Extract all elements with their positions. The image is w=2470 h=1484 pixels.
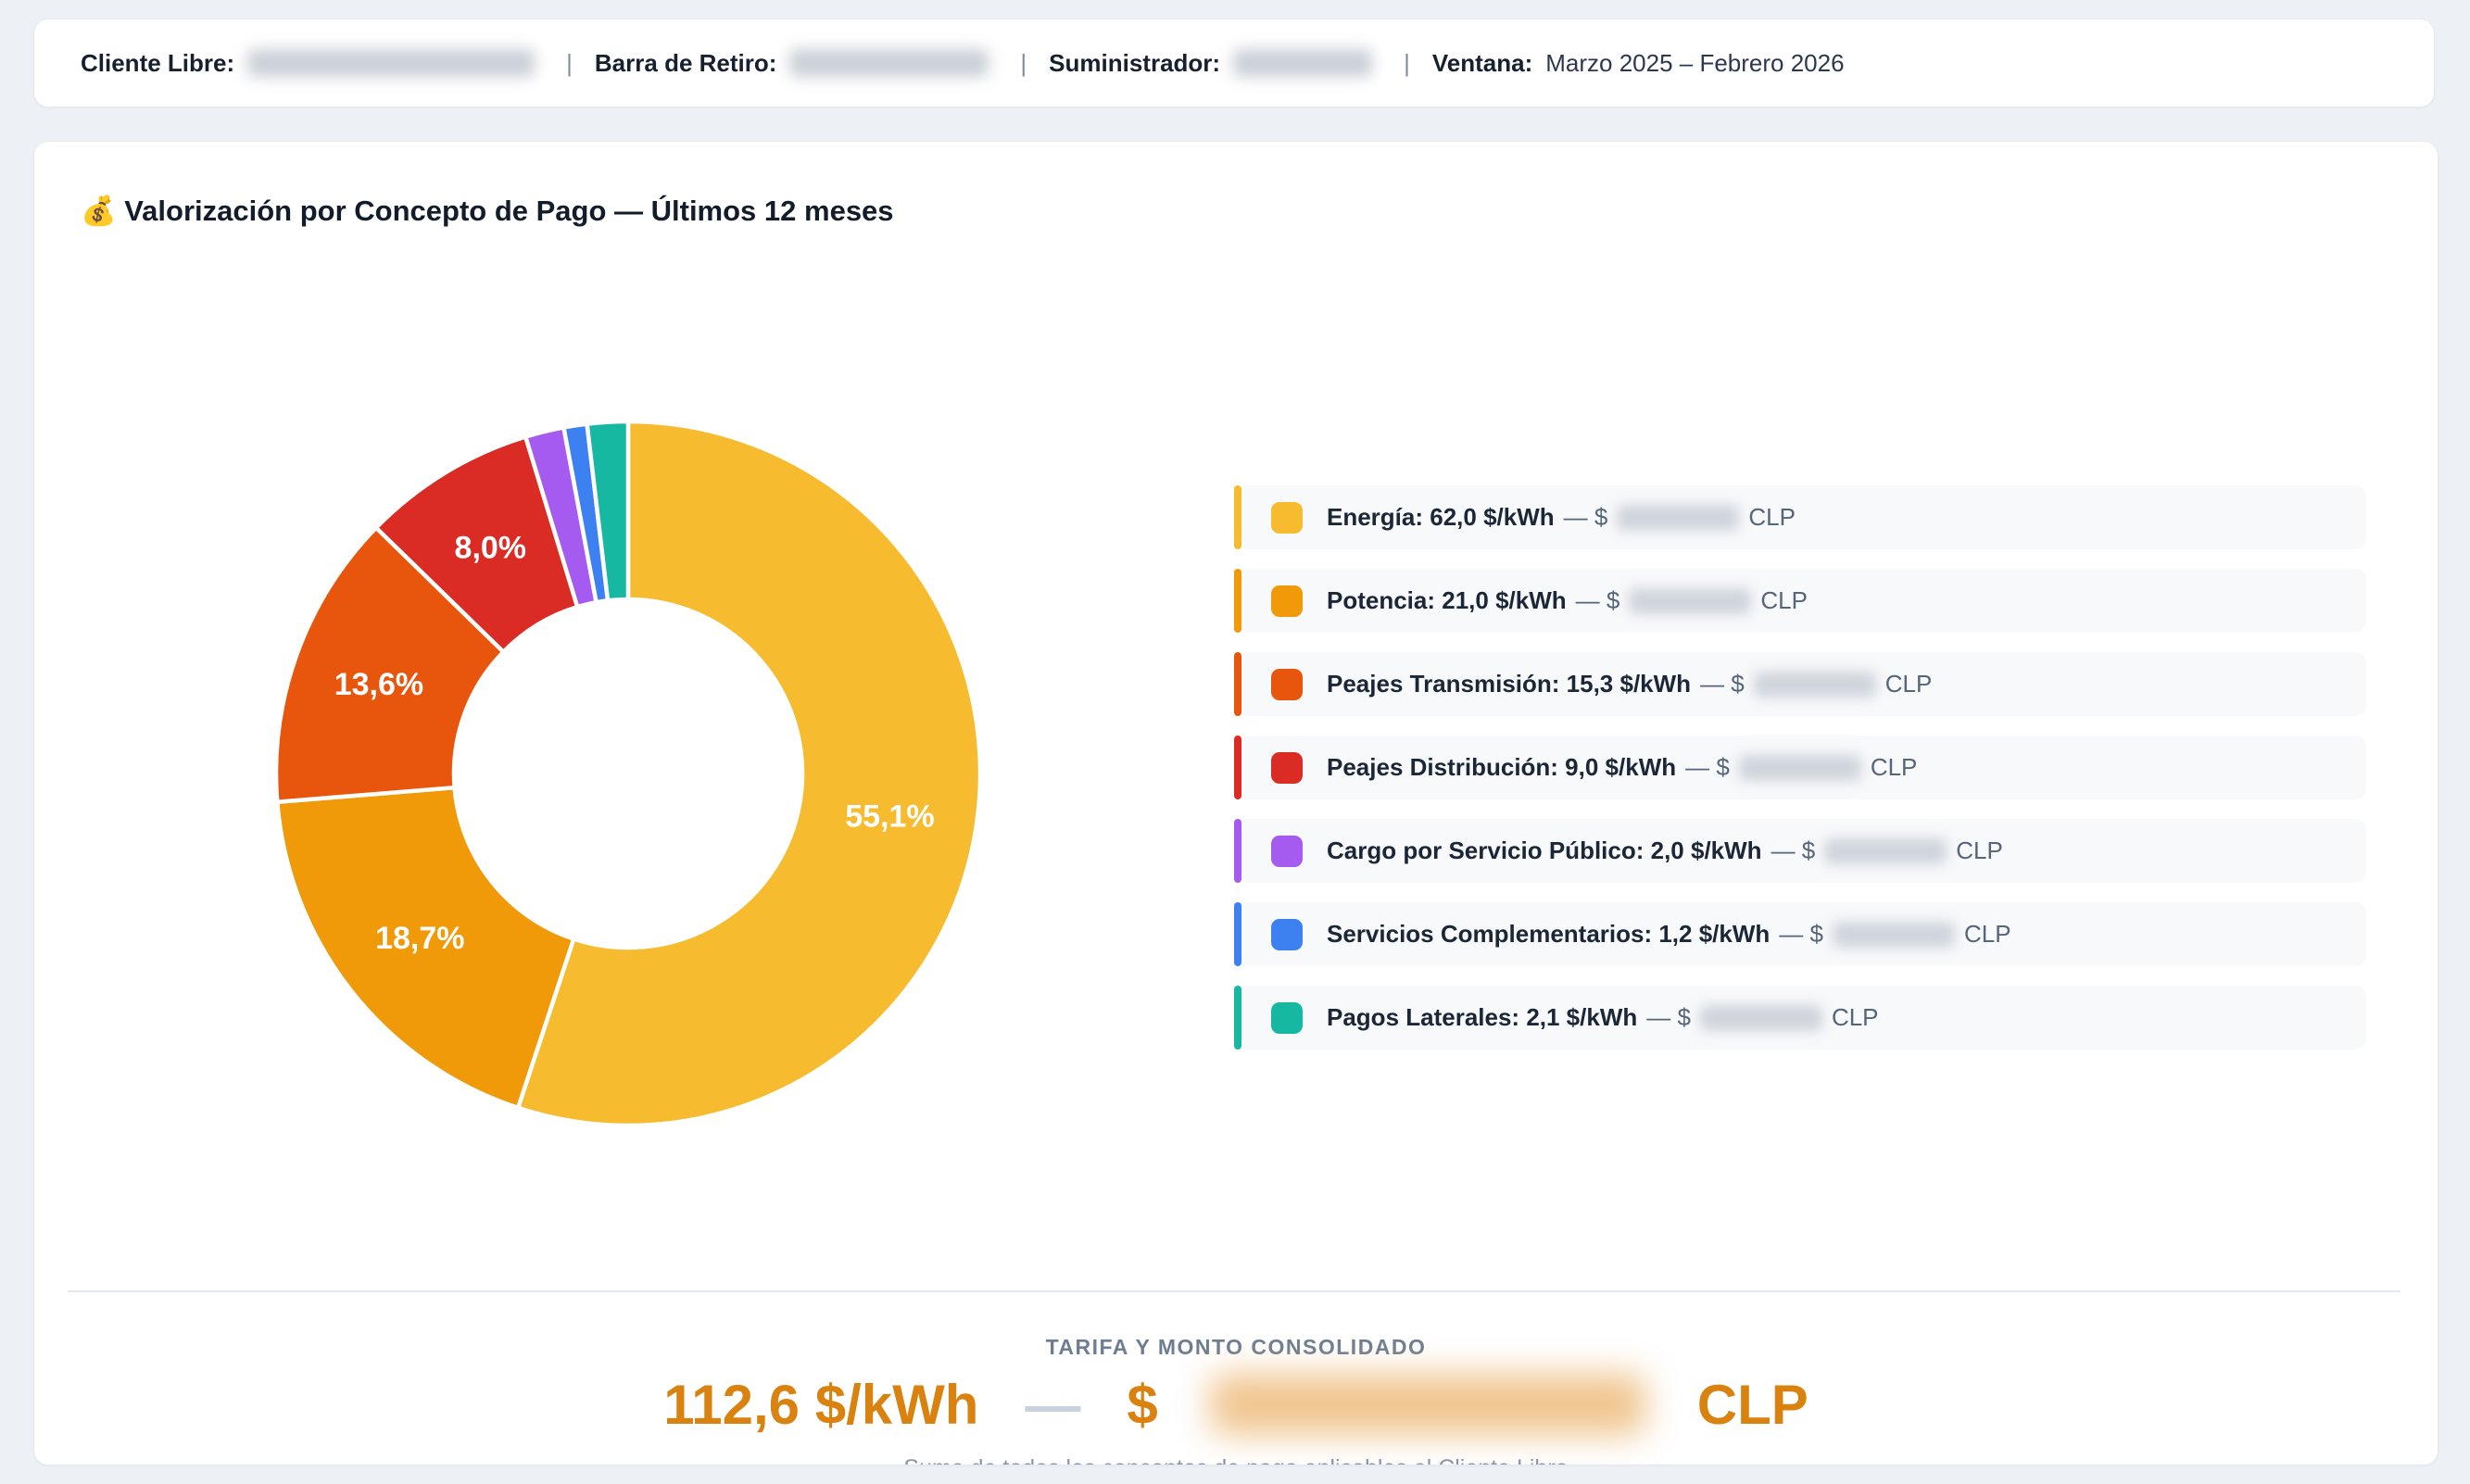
legend-joiner: — $ [1771, 836, 1816, 864]
legend-label: Peajes Distribución: 9,0 $/kWh [1327, 753, 1677, 781]
legend-joiner: — $ [1685, 753, 1730, 781]
legend-color-swatch [1271, 585, 1303, 617]
supplier-label: Suministrador: [1049, 48, 1221, 77]
redacted-amount [1832, 922, 1955, 948]
redacted-total-amount [1209, 1374, 1645, 1435]
currency-code: CLP [1696, 1373, 1808, 1436]
legend-joiner: — $ [1563, 503, 1608, 531]
legend-currency: CLP [1870, 753, 1918, 781]
redacted-amount [1699, 1005, 1822, 1031]
legend-currency: CLP [1831, 1003, 1879, 1031]
card-title: 💰 Valorización por Concepto de Pago — Úl… [81, 195, 894, 227]
redacted-bar-name [789, 49, 989, 77]
footnote: Suma de todos los conceptos de pago apli… [34, 1455, 2438, 1465]
slice-percent-label: 8,0% [455, 531, 527, 566]
donut-slice-2[interactable] [273, 525, 506, 804]
client-label: Cliente Libre: [81, 48, 235, 77]
donut-chart-area[interactable]: 55,1% 18,7% 13,6% 8,0% [272, 418, 984, 1129]
legend-currency: CLP [1748, 503, 1796, 531]
redacted-amount [1629, 588, 1752, 614]
currency-symbol: $ [1127, 1373, 1158, 1436]
donut-slice-6[interactable] [585, 419, 631, 603]
legend-label: Servicios Complementarios: 1,2 $/kWh [1327, 920, 1771, 948]
legend-item-2: Peajes Transmisión: 15,3 $/kWh — $ CLP [1234, 652, 2366, 716]
redacted-client-name [247, 49, 536, 77]
legend: Energía: 62,0 $/kWh — $ CLP Potencia: 21,0 … [1234, 485, 2366, 1050]
separator: | [566, 48, 573, 77]
withdrawal-bar-label: Barra de Retiro: [594, 48, 777, 77]
consolidated-label: TARIFA Y MONTO CONSOLIDADO [1045, 1335, 1427, 1359]
legend-item-3: Peajes Distribución: 9,0 $/kWh — $ CLP [1234, 736, 2366, 799]
window-value: Marzo 2025 – Febrero 2026 [1545, 48, 1845, 77]
legend-color-swatch [1271, 918, 1303, 950]
legend-color-swatch [1271, 751, 1303, 784]
legend-accent-bar [1234, 485, 1241, 549]
legend-color-swatch [1271, 1001, 1303, 1034]
legend-accent-bar [1234, 986, 1241, 1050]
legend-item-0: Energía: 62,0 $/kWh — $ CLP [1234, 485, 2366, 549]
legend-currency: CLP [1956, 836, 2003, 864]
legend-label: Energía: 62,0 $/kWh [1327, 503, 1555, 531]
consolidated-tariff: 112,6 $/kWh [663, 1373, 979, 1436]
slice-percent-label: 18,7% [375, 921, 464, 956]
legend-joiner: — $ [1700, 670, 1745, 698]
redacted-amount [1738, 755, 1861, 781]
legend-item-5: Servicios Complementarios: 1,2 $/kWh — $ C… [1234, 902, 2366, 966]
legend-accent-bar [1234, 902, 1241, 966]
legend-text: Cargo por Servicio Público: 2,0 $/kWh — $… [1327, 836, 2012, 865]
legend-text: Energía: 62,0 $/kWh — $ CLP [1327, 503, 1805, 532]
legend-text: Potencia: 21,0 $/kWh — $ CLP [1327, 586, 1817, 615]
legend-text: Peajes Transmisión: 15,3 $/kWh — $ CLP [1327, 670, 1941, 698]
donut-slice-1[interactable] [274, 785, 576, 1111]
redacted-amount [1824, 838, 1947, 864]
donut-chart[interactable]: 55,1% 18,7% 13,6% 8,0% [272, 418, 984, 1129]
legend-currency: CLP [1760, 586, 1808, 614]
legend-accent-bar [1234, 569, 1241, 633]
footer-divider [68, 1290, 2401, 1292]
legend-color-swatch [1271, 668, 1303, 700]
legend-color-swatch [1271, 501, 1303, 534]
legend-item-6: Pagos Laterales: 2,1 $/kWh — $ CLP [1234, 986, 2366, 1050]
valuation-card: 💰 Valorización por Concepto de Pago — Úl… [33, 141, 2438, 1465]
legend-currency: CLP [1884, 670, 1933, 698]
legend-label: Potencia: 21,0 $/kWh [1327, 586, 1567, 614]
legend-text: Peajes Distribución: 9,0 $/kWh — $ CLP [1327, 753, 1926, 782]
window-label: Ventana: [1431, 48, 1533, 77]
legend-joiner: — $ [1779, 920, 1823, 948]
legend-joiner: — $ [1646, 1003, 1691, 1031]
redacted-amount [1617, 505, 1740, 531]
legend-item-4: Cargo por Servicio Público: 2,0 $/kWh — $… [1234, 819, 2366, 883]
legend-label: Cargo por Servicio Público: 2,0 $/kWh [1327, 836, 1762, 864]
redacted-supplier-name [1233, 49, 1373, 77]
legend-accent-bar [1234, 652, 1241, 716]
separator: | [1020, 48, 1027, 77]
legend-text: Servicios Complementarios: 1,2 $/kWh — $ C… [1327, 920, 2021, 949]
legend-color-swatch [1271, 835, 1303, 867]
context-bar: Cliente Libre: | Barra de Retiro: | Sumi… [33, 19, 2435, 107]
legend-accent-bar [1234, 819, 1241, 883]
slice-percent-label: 13,6% [334, 667, 423, 702]
legend-currency: CLP [1963, 920, 2011, 948]
legend-text: Pagos Laterales: 2,1 $/kWh — $ CLP [1327, 1003, 1888, 1032]
donut-slice-0[interactable] [515, 419, 983, 1128]
separator: | [1404, 48, 1410, 77]
dash-separator: — [1025, 1373, 1081, 1436]
legend-joiner: — $ [1575, 586, 1620, 614]
legend-item-1: Potencia: 21,0 $/kWh — $ CLP [1234, 569, 2366, 633]
legend-label: Peajes Transmisión: 15,3 $/kWh [1327, 670, 1692, 698]
slice-percent-label: 55,1% [845, 799, 934, 834]
legend-label: Pagos Laterales: 2,1 $/kWh [1327, 1003, 1638, 1031]
redacted-amount [1753, 672, 1876, 698]
consolidated-line: 112,6 $/kWh — $ CLP [34, 1363, 2438, 1446]
legend-accent-bar [1234, 736, 1241, 799]
